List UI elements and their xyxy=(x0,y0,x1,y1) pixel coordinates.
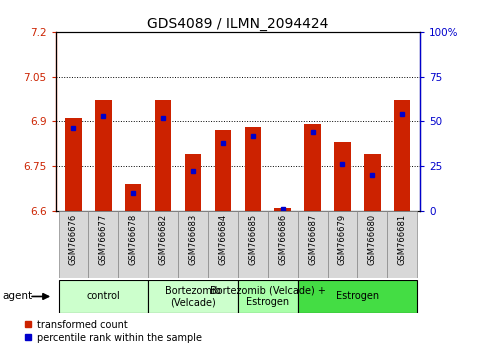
Bar xyxy=(327,211,357,278)
Bar xyxy=(65,118,82,211)
Bar xyxy=(155,101,171,211)
Bar xyxy=(118,211,148,278)
Text: GSM766681: GSM766681 xyxy=(398,214,407,265)
Bar xyxy=(298,280,417,313)
Text: GSM766677: GSM766677 xyxy=(99,214,108,265)
Text: Bortezomib
(Velcade): Bortezomib (Velcade) xyxy=(165,286,221,307)
Text: GSM766687: GSM766687 xyxy=(308,214,317,265)
Text: Bortezomib (Velcade) +
Estrogen: Bortezomib (Velcade) + Estrogen xyxy=(210,286,326,307)
Bar xyxy=(215,130,231,211)
Bar xyxy=(304,124,321,211)
Bar xyxy=(357,211,387,278)
Bar xyxy=(185,154,201,211)
Bar xyxy=(387,211,417,278)
Bar xyxy=(95,101,112,211)
Bar xyxy=(298,211,327,278)
Text: GSM766684: GSM766684 xyxy=(218,214,227,265)
Bar xyxy=(394,101,411,211)
Text: GSM766678: GSM766678 xyxy=(129,214,138,265)
Text: GSM766680: GSM766680 xyxy=(368,214,377,265)
Bar xyxy=(274,208,291,211)
Text: agent: agent xyxy=(2,291,32,302)
Bar xyxy=(58,280,148,313)
Text: control: control xyxy=(86,291,120,302)
Bar xyxy=(88,211,118,278)
Bar xyxy=(148,211,178,278)
Bar xyxy=(178,211,208,278)
Bar xyxy=(364,154,381,211)
Text: GSM766685: GSM766685 xyxy=(248,214,257,265)
Bar xyxy=(125,184,142,211)
Text: GSM766683: GSM766683 xyxy=(188,214,198,265)
Bar xyxy=(334,142,351,211)
Bar xyxy=(268,211,298,278)
Bar xyxy=(238,211,268,278)
Bar xyxy=(58,211,88,278)
Text: GSM766682: GSM766682 xyxy=(158,214,168,265)
Text: GSM766679: GSM766679 xyxy=(338,214,347,265)
Text: Estrogen: Estrogen xyxy=(336,291,379,302)
Title: GDS4089 / ILMN_2094424: GDS4089 / ILMN_2094424 xyxy=(147,17,328,31)
Bar xyxy=(148,280,238,313)
Bar xyxy=(244,127,261,211)
Legend: transformed count, percentile rank within the sample: transformed count, percentile rank withi… xyxy=(24,320,202,343)
Text: GSM766686: GSM766686 xyxy=(278,214,287,265)
Text: GSM766676: GSM766676 xyxy=(69,214,78,265)
Bar xyxy=(238,280,298,313)
Bar xyxy=(208,211,238,278)
